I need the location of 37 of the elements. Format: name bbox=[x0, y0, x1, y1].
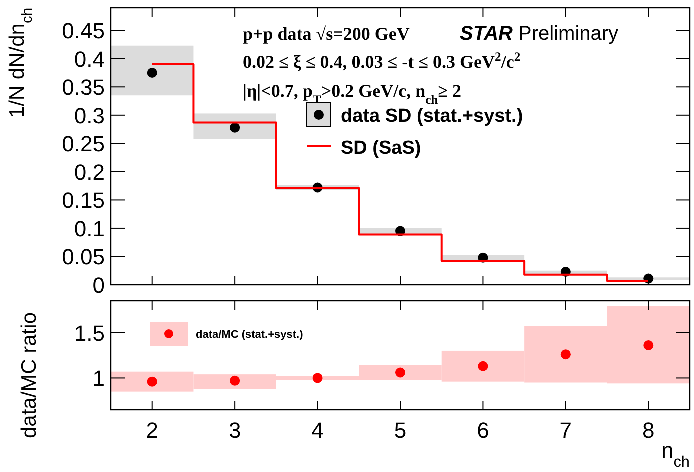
annotation: p+p data √s=200 GeV bbox=[243, 24, 410, 44]
x-axis-title: n$_{ch}$ bbox=[661, 438, 690, 470]
y-tick-label: 0.45 bbox=[62, 18, 105, 44]
point bbox=[230, 376, 240, 386]
y-tick-label: 0.15 bbox=[62, 188, 105, 214]
y-tick-label: 0.2 bbox=[74, 160, 105, 185]
point bbox=[560, 350, 571, 360]
y-tick-label: 0 bbox=[92, 273, 105, 298]
point bbox=[312, 373, 323, 384]
point bbox=[147, 68, 158, 78]
x-tick-label: 4 bbox=[312, 418, 324, 443]
point bbox=[396, 368, 406, 378]
legend-label: SD (SaS) bbox=[341, 138, 422, 159]
point bbox=[644, 340, 654, 351]
x-tick-label: 5 bbox=[394, 418, 407, 443]
y-tick-label: 1 bbox=[92, 366, 105, 392]
y-tick-label: 1.5 bbox=[74, 320, 105, 346]
y-tick-label: 0.25 bbox=[62, 132, 105, 157]
x-tick-label: 7 bbox=[560, 418, 572, 443]
legend-label: data/MC (stat.+syst.) bbox=[196, 329, 304, 341]
point bbox=[230, 122, 240, 133]
x-tick-label: 6 bbox=[477, 418, 490, 443]
y-tick-label: 0.3 bbox=[74, 103, 105, 128]
point bbox=[147, 376, 158, 387]
x-tick-label: 3 bbox=[228, 418, 242, 443]
x-tick-label: 2 bbox=[146, 418, 158, 443]
point bbox=[478, 361, 488, 372]
annotation: 0.02 ≤ ξ ≤ 0.4, 0.03 ≤ -t ≤ 0.3 GeV$^{2}$/c$^{2}$ bbox=[243, 50, 521, 72]
x-tick-label: 8 bbox=[642, 418, 655, 443]
y-axis-title: data/MC ratio bbox=[18, 312, 41, 439]
y-tick-label: 0.4 bbox=[74, 46, 105, 72]
legend-label: data SD (stat.+syst.) bbox=[341, 106, 524, 127]
y-tick-label: 0.1 bbox=[74, 216, 105, 242]
y-tick-label: 0.35 bbox=[62, 75, 105, 100]
y-tick-label: 0.05 bbox=[62, 244, 105, 270]
bar bbox=[111, 46, 194, 96]
annotation: STAR Preliminary bbox=[460, 23, 619, 45]
